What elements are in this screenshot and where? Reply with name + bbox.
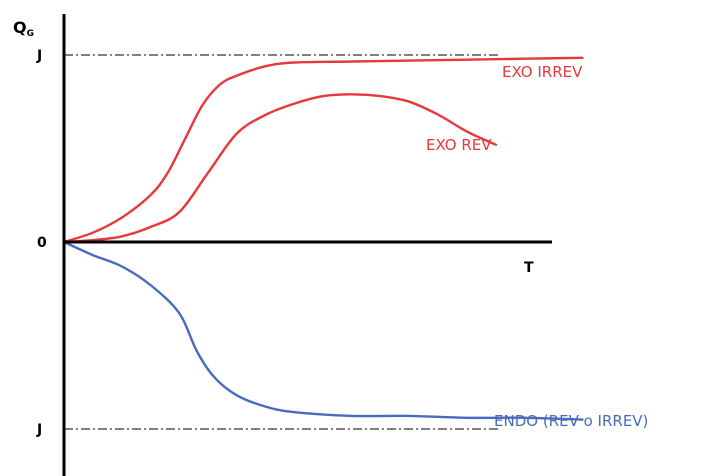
curve-exo-irrev (62, 56, 584, 244)
curve-exo-rev (62, 93, 498, 244)
series-curves (62, 56, 584, 421)
axes (62, 14, 552, 476)
series-labels: EXO IRREV EXO REV ENDO (REV o IRREV) (426, 63, 648, 430)
y-axis-label: QG (13, 18, 34, 39)
chart-labels: QG T J 0 J (13, 18, 534, 438)
y-axis-label-subscript: G (27, 29, 34, 39)
reference-lines (64, 54, 500, 430)
y-tick-label-zero: 0 (37, 235, 47, 251)
x-axis-label: T (524, 260, 534, 276)
y-tick-label-upper: J (36, 48, 42, 64)
series-label-endo: ENDO (REV o IRREV) (494, 412, 648, 430)
series-label-exo-irrev: EXO IRREV (502, 63, 583, 81)
series-label-exo-rev: EXO REV (426, 136, 492, 154)
curve-endo (62, 240, 584, 421)
y-axis-label-main: Q (13, 18, 27, 37)
y-tick-label-lower: J (36, 422, 42, 438)
